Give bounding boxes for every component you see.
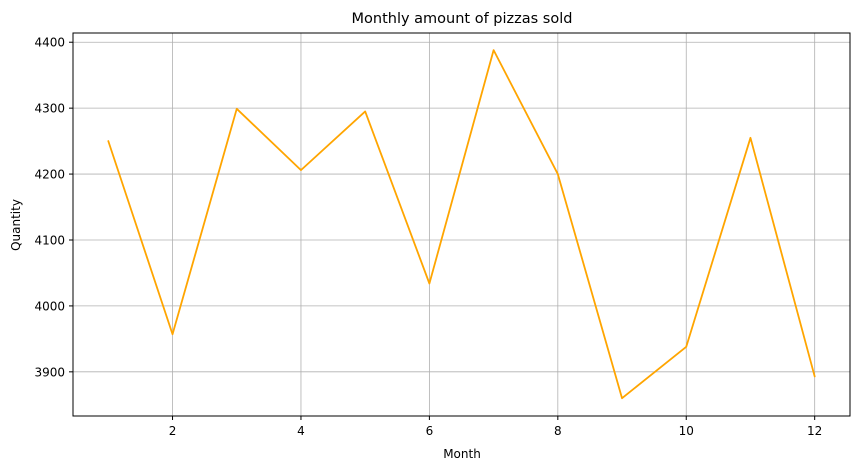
y-axis-label: Quantity — [9, 199, 23, 251]
plot-frame — [73, 33, 850, 416]
y-tick-label: 4100 — [34, 233, 65, 247]
y-tick-label: 3900 — [34, 365, 65, 379]
y-tick-label: 4300 — [34, 102, 65, 116]
chart-title: Monthly amount of pizzas sold — [352, 11, 573, 27]
y-tick-label: 4200 — [34, 168, 65, 182]
x-tick-label: 4 — [297, 424, 305, 438]
y-tick-label: 4400 — [34, 36, 65, 50]
x-tick-label: 2 — [169, 424, 177, 438]
tick-labels: 2 4 6 8 10 12 3900 4000 4100 4200 4300 4400 — [34, 36, 822, 438]
series-layer — [108, 50, 815, 398]
series-line-0 — [108, 50, 814, 398]
axes — [69, 33, 850, 420]
y-tick-label: 4000 — [34, 299, 65, 313]
x-tick-label: 8 — [554, 424, 562, 438]
x-tick-label: 6 — [426, 424, 434, 438]
grid-lines — [73, 33, 850, 416]
x-axis-label: Month — [443, 447, 481, 461]
x-tick-label: 10 — [679, 424, 694, 438]
x-tick-label: 12 — [807, 424, 822, 438]
